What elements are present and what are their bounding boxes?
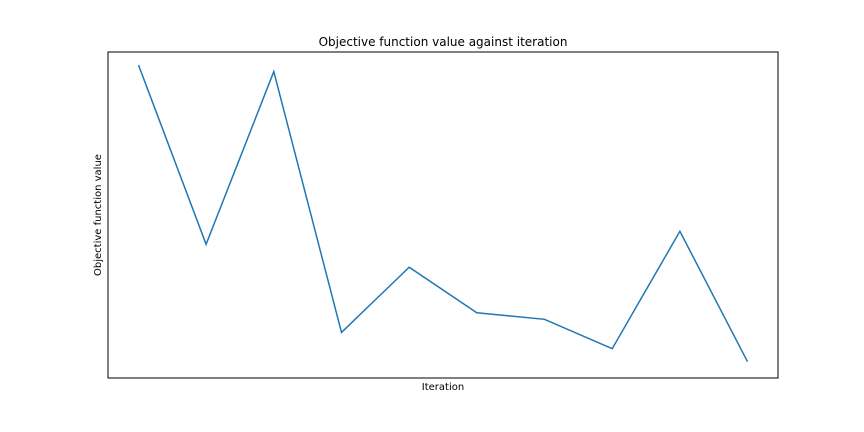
x-axis-label: Iteration (422, 382, 464, 393)
chart-title: Objective function value against iterati… (319, 35, 568, 49)
plot-area (107, 51, 779, 379)
series-layer (137, 64, 749, 363)
y-axis-label: Objective function value (93, 154, 104, 276)
series-line-1 (137, 64, 749, 363)
